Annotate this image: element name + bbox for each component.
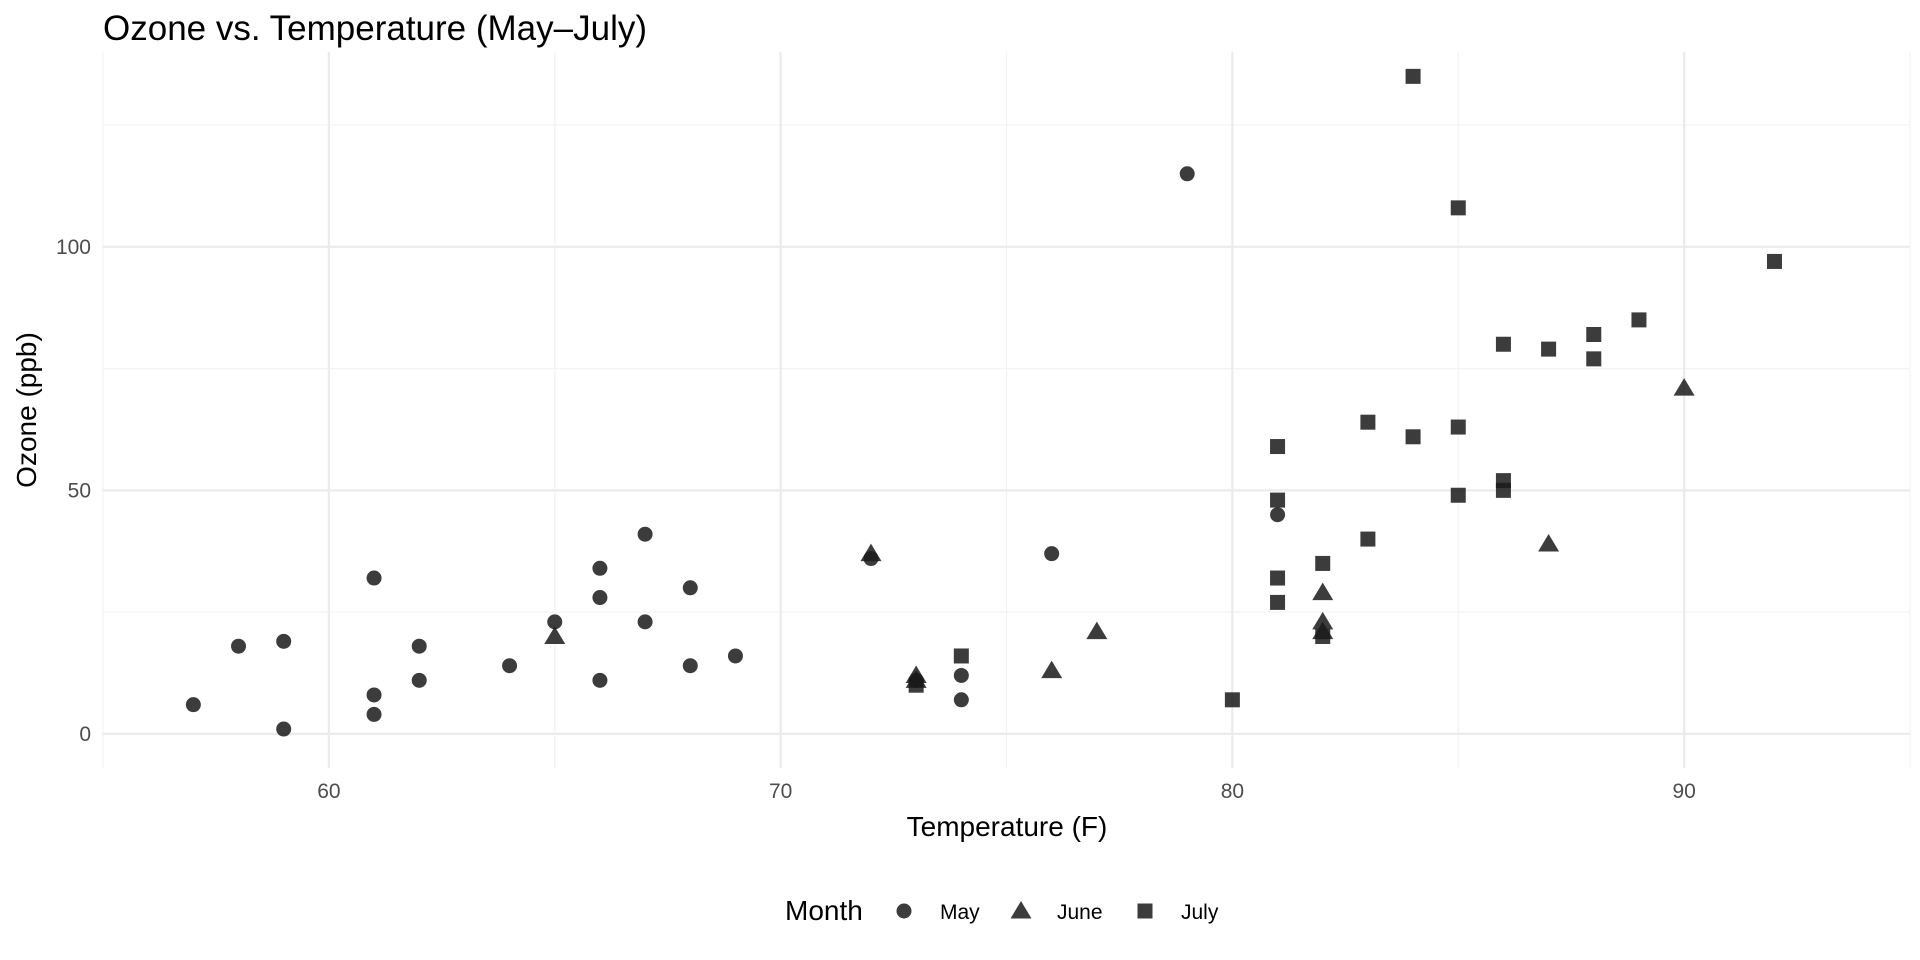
july-data-point [1450,419,1466,435]
x-axis-title: Temperature (F) [907,811,1108,842]
may-data-point [592,672,608,688]
june-data-point [1312,582,1334,601]
july-data-point [1315,628,1331,644]
chart-title: Ozone vs. Temperature (May–July) [103,9,647,48]
july-data-point [1541,341,1557,357]
may-data-point [637,526,653,542]
legend-entries: May June July [896,901,1219,924]
legend-title: Month [785,895,863,926]
series-june [544,378,1695,688]
may-data-point [366,706,382,722]
july-data-point [1586,327,1602,343]
july-data-point [1405,429,1421,445]
y-tick-label: 100 [56,236,91,259]
july-data-point [1315,555,1331,571]
may-data-point [682,658,698,674]
july-data-point [1631,312,1647,328]
june-data-point [1086,621,1108,640]
june-data-point [1673,378,1695,396]
x-tick-label: 70 [769,780,792,803]
july-data-point [1495,482,1511,498]
july-data-point [1495,336,1511,352]
july-data-point [1450,487,1466,503]
may-data-point [411,672,427,688]
july-data-point [1270,492,1286,508]
y-axis-title: Ozone (ppb) [11,332,42,488]
may-data-point [231,638,247,654]
may-data-point [366,570,382,586]
may-data-point [366,687,382,703]
legend-label-may: May [940,901,980,924]
may-data-point [1179,166,1195,182]
axis-tick-labels: 60 70 80 90 0 50 100 [56,236,1696,803]
may-data-point [547,614,563,630]
june-data-point [1538,533,1560,552]
june-data-point [1041,660,1063,679]
july-data-point [1224,692,1240,708]
x-tick-label: 60 [317,780,340,803]
july-data-point [1450,200,1466,216]
july-data-point [908,677,924,693]
july-data-point [953,648,969,664]
legend-key-july [1137,903,1153,919]
may-data-point [1044,546,1060,562]
legend-label-june: June [1057,901,1103,924]
may-data-point [953,692,969,708]
july-data-point [1405,68,1421,84]
may-data-point [276,633,292,649]
legend-label-july: July [1181,901,1219,924]
june-data-point [544,626,566,644]
y-tick-label: 0 [79,723,91,746]
may-data-point [727,648,743,664]
july-data-point [1586,351,1602,367]
june-data-point [860,543,882,562]
may-data-point [592,560,608,576]
series-july [908,68,1782,708]
legend: Month May June July [785,895,1219,926]
x-tick-label: 90 [1672,780,1695,803]
may-data-point [502,658,518,674]
y-tick-label: 50 [68,479,91,502]
july-data-point [1360,531,1376,547]
july-data-point [1766,253,1782,269]
x-tick-label: 80 [1221,780,1244,803]
may-data-point [185,697,201,713]
may-data-point [1270,507,1286,523]
july-data-point [1360,414,1376,430]
may-data-point [953,667,969,683]
series-may [185,166,1286,737]
may-data-point [411,638,427,654]
legend-key-june [1010,901,1032,919]
july-data-point [1270,594,1286,610]
data-points [185,68,1782,737]
may-data-point [276,721,292,737]
may-data-point [682,580,698,596]
may-data-point [637,614,653,630]
june-data-point [1312,611,1334,630]
grid-lines [102,52,1911,768]
may-data-point [592,590,608,606]
july-data-point [1270,439,1286,455]
legend-key-may [896,903,912,919]
july-data-point [1270,570,1286,586]
